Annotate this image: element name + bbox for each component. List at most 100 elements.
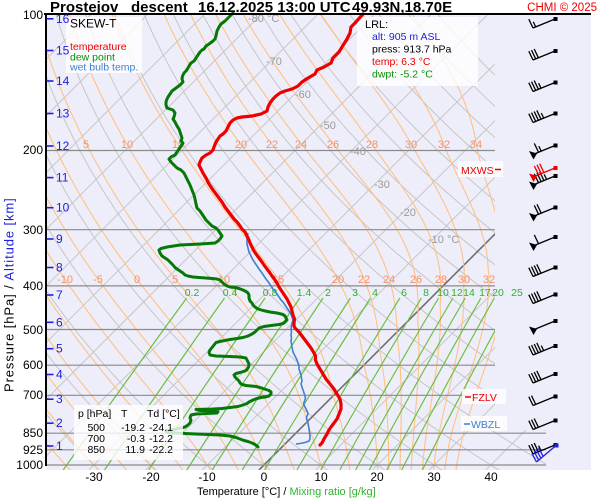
svg-text:925: 925	[23, 443, 43, 457]
svg-text:14: 14	[463, 287, 475, 299]
svg-text:-30: -30	[374, 179, 390, 191]
svg-text:850: 850	[23, 426, 43, 440]
svg-text:T: T	[121, 408, 128, 420]
svg-text:-60: -60	[295, 89, 311, 101]
svg-text:WBZL: WBZL	[471, 419, 500, 431]
svg-text:11.9: 11.9	[125, 444, 145, 456]
svg-text:24: 24	[383, 274, 395, 286]
svg-text:-0.3: -0.3	[127, 433, 145, 445]
svg-text:600: 600	[23, 358, 43, 372]
svg-text:wet bulb temp.: wet bulb temp.	[69, 62, 138, 74]
svg-text:-80 °C: -80 °C	[248, 13, 279, 25]
svg-text:2: 2	[325, 287, 331, 299]
svg-text:-19.2: -19.2	[121, 422, 145, 434]
svg-text:17: 17	[479, 287, 491, 299]
svg-text:8: 8	[423, 287, 429, 299]
svg-text:11: 11	[56, 171, 69, 185]
svg-text:32: 32	[438, 139, 450, 151]
svg-text:-20: -20	[400, 207, 416, 219]
svg-text:22: 22	[358, 274, 370, 286]
svg-text:-22.2: -22.2	[149, 444, 173, 456]
svg-text:20: 20	[235, 139, 247, 151]
svg-text:24: 24	[295, 139, 307, 151]
svg-text:500: 500	[87, 422, 105, 434]
svg-text:300: 300	[23, 223, 43, 237]
svg-text:LRL:: LRL:	[365, 19, 388, 31]
svg-text:-10 °C: -10 °C	[428, 234, 459, 246]
svg-text:2: 2	[56, 416, 63, 430]
svg-text:8: 8	[56, 261, 63, 275]
svg-text:Temperature [°C] / Mixing ra: Temperature [°C] / Mixing ratio [g/kg]	[197, 486, 376, 498]
svg-text:press: 913.7 hPa: press: 913.7 hPa	[372, 44, 452, 56]
svg-text:-70: -70	[266, 56, 282, 68]
svg-text:dwpt: -5.2 °C: dwpt: -5.2 °C	[372, 69, 433, 81]
svg-text:30: 30	[405, 139, 417, 151]
svg-text:10: 10	[121, 139, 133, 151]
svg-text:30: 30	[427, 470, 441, 484]
svg-text:850: 850	[87, 444, 105, 456]
svg-text:Td [°C]: Td [°C]	[147, 408, 180, 420]
svg-text:34: 34	[470, 139, 482, 151]
svg-text:500: 500	[23, 323, 43, 337]
svg-text:0.2: 0.2	[185, 287, 200, 299]
svg-text:1: 1	[56, 439, 63, 453]
svg-text:p [hPa]: p [hPa]	[78, 408, 111, 420]
svg-text:32: 32	[483, 274, 495, 286]
svg-text:3: 3	[352, 287, 358, 299]
svg-text:400: 400	[23, 279, 43, 293]
svg-text:3: 3	[56, 392, 63, 406]
svg-text:14: 14	[56, 74, 70, 88]
svg-text:MXWS: MXWS	[461, 165, 494, 177]
svg-text:22: 22	[266, 139, 278, 151]
svg-text:15: 15	[272, 274, 284, 286]
svg-text:26: 26	[410, 274, 422, 286]
svg-text:100: 100	[23, 8, 43, 22]
svg-text:-40: -40	[350, 146, 366, 158]
svg-text:-5: -5	[93, 274, 103, 286]
svg-text:dew point: dew point	[70, 52, 115, 64]
svg-text:15: 15	[56, 44, 70, 58]
svg-text:5: 5	[172, 274, 178, 286]
svg-text:30: 30	[458, 274, 470, 286]
svg-text:28: 28	[435, 274, 447, 286]
svg-text:-24.1: -24.1	[149, 422, 173, 434]
svg-text:20: 20	[370, 470, 384, 484]
svg-text:FZLV: FZLV	[472, 392, 497, 404]
svg-text:13: 13	[56, 107, 70, 121]
svg-text:9: 9	[56, 232, 63, 246]
svg-text:-10: -10	[57, 274, 73, 286]
svg-text:SKEW-T: SKEW-T	[70, 17, 117, 31]
svg-text:-30: -30	[85, 470, 103, 484]
svg-text:700: 700	[87, 433, 105, 445]
svg-text:5: 5	[83, 139, 89, 151]
svg-text:25: 25	[511, 287, 523, 299]
svg-text:16: 16	[56, 12, 70, 26]
svg-text:20: 20	[332, 274, 344, 286]
svg-text:10: 10	[314, 470, 328, 484]
svg-text:20: 20	[492, 287, 504, 299]
svg-text:6: 6	[56, 315, 63, 329]
svg-text:0.4: 0.4	[223, 287, 238, 299]
svg-text:40: 40	[484, 470, 498, 484]
svg-text:10: 10	[56, 201, 70, 215]
svg-text:4: 4	[372, 287, 378, 299]
svg-text:Pressure [hPa] / Altitude [k: Pressure [hPa] / Altitude [km]	[2, 197, 17, 392]
svg-text:-20: -20	[142, 470, 160, 484]
svg-text:0.8: 0.8	[263, 287, 278, 299]
svg-text:12: 12	[56, 139, 70, 153]
svg-text:-50: -50	[320, 120, 336, 132]
svg-text:temp: 6.3 °C: temp: 6.3 °C	[372, 56, 431, 68]
svg-text:6: 6	[401, 287, 407, 299]
svg-text:26: 26	[327, 139, 339, 151]
svg-text:-12.2: -12.2	[149, 433, 173, 445]
svg-text:700: 700	[23, 388, 43, 402]
svg-text:-10: -10	[198, 470, 216, 484]
svg-text:10: 10	[437, 287, 449, 299]
svg-text:5: 5	[56, 342, 63, 356]
svg-text:temperature: temperature	[70, 41, 127, 53]
svg-text:28: 28	[366, 139, 378, 151]
svg-text:alt: 905 m ASL: alt: 905 m ASL	[372, 31, 440, 43]
svg-text:CHMI © 2025: CHMI © 2025	[527, 2, 597, 14]
svg-text:200: 200	[23, 143, 43, 157]
